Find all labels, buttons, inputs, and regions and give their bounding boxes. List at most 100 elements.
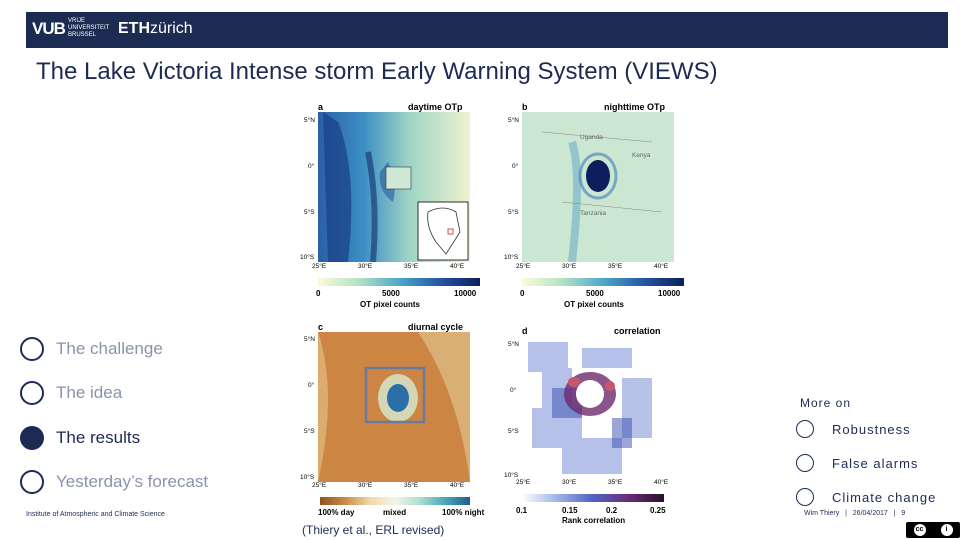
country-label-tanzania: Tanzania bbox=[580, 210, 607, 217]
vub-logo-subtitle: VRIJE UNIVERSITEIT BRUSSEL bbox=[68, 18, 110, 38]
more-item-label: False alarms bbox=[832, 455, 919, 471]
map-panel-c bbox=[318, 332, 470, 482]
lon-tick: 25°E bbox=[312, 263, 327, 270]
colorbar-a bbox=[318, 278, 480, 286]
nav-bullet bbox=[20, 337, 44, 361]
citation: (Thiery et al., ERL revised) bbox=[302, 523, 445, 537]
footer-date: 26/04/2017 bbox=[852, 510, 888, 517]
country-label-uganda: Uganda bbox=[580, 134, 603, 141]
colorbar-tick: 0.25 bbox=[650, 506, 666, 515]
map-panel-b bbox=[522, 112, 674, 262]
colorbar-tick: 0 bbox=[316, 289, 321, 298]
colorbar-tick: 0 bbox=[520, 289, 525, 298]
lat-tick: 0° bbox=[308, 163, 315, 170]
colorbar-tick: 0.15 bbox=[562, 506, 578, 515]
panel-c-title: diurnal cycle bbox=[408, 322, 464, 332]
lat-tick: 5°S bbox=[304, 209, 315, 216]
panel-a-letter: a bbox=[318, 102, 324, 112]
lon-tick: 30°E bbox=[358, 482, 373, 489]
more-on-heading: More on bbox=[800, 396, 852, 410]
colorbar-tick: 10000 bbox=[658, 289, 681, 298]
lat-tick: 5°S bbox=[304, 428, 315, 435]
vub-logo: VUB bbox=[32, 19, 66, 38]
nav-item-idea[interactable]: The idea bbox=[20, 381, 122, 405]
nav-bullet bbox=[20, 381, 44, 405]
colorbar-tick: mixed bbox=[383, 508, 407, 517]
header-notch bbox=[40, 48, 934, 60]
nav-item-label: The results bbox=[56, 428, 141, 447]
lon-tick: 40°E bbox=[654, 479, 669, 486]
panel-a-title: daytime OTp bbox=[408, 102, 463, 112]
lon-tick: 30°E bbox=[562, 479, 577, 486]
lon-tick: 40°E bbox=[450, 263, 465, 270]
more-item-robustness[interactable]: Robustness bbox=[796, 420, 911, 438]
panel-b-letter: b bbox=[522, 102, 528, 112]
lat-tick: 0° bbox=[308, 382, 315, 389]
more-bullet bbox=[796, 420, 814, 438]
more-bullet bbox=[796, 488, 814, 506]
lat-tick: 5°S bbox=[508, 209, 519, 216]
colorbar-c bbox=[320, 497, 470, 505]
eth-logo: ETHzürich bbox=[118, 20, 193, 37]
colorbar-label: OT pixel counts bbox=[360, 300, 421, 309]
header-bar bbox=[26, 12, 948, 48]
colorbar-d bbox=[522, 494, 664, 502]
colorbar-b bbox=[522, 278, 684, 286]
lat-tick: 10°S bbox=[504, 254, 519, 261]
colorbar-tick: 0.1 bbox=[516, 506, 528, 515]
daytime-otp-map bbox=[318, 112, 470, 262]
lon-tick: 35°E bbox=[608, 263, 623, 270]
country-label-kenya: Kenya bbox=[632, 152, 651, 159]
diurnal-cycle-map bbox=[318, 332, 470, 482]
lon-tick: 35°E bbox=[404, 263, 419, 270]
panel-b-title: nighttime OTp bbox=[604, 102, 665, 112]
colorbar-tick: 0.2 bbox=[606, 506, 618, 515]
nav-item-label: Yesterday’s forecast bbox=[56, 472, 209, 491]
correlation-map bbox=[522, 338, 668, 478]
nav-item-challenge[interactable]: The challenge bbox=[20, 337, 163, 361]
panel-c-letter: c bbox=[318, 322, 324, 332]
footer-institute: Institute of Atmospheric and Climate Sci… bbox=[26, 511, 165, 518]
map-panel-a bbox=[318, 112, 470, 262]
colorbar-tick: 10000 bbox=[454, 289, 477, 298]
cc-license-icon: cc i bbox=[906, 522, 960, 538]
lon-tick: 25°E bbox=[312, 482, 327, 489]
lon-tick: 35°E bbox=[608, 479, 623, 486]
nav-item-forecast[interactable]: Yesterday’s forecast bbox=[20, 470, 208, 494]
nav-bullet bbox=[20, 470, 44, 494]
nav-item-results[interactable]: The results bbox=[20, 426, 140, 450]
nav-item-label: The idea bbox=[56, 383, 123, 402]
lat-tick: 5°N bbox=[508, 117, 519, 124]
lon-tick: 35°E bbox=[404, 482, 419, 489]
nav-bullet-active bbox=[20, 426, 44, 450]
lon-tick: 30°E bbox=[562, 263, 577, 270]
slide-title: The Lake Victoria Intense storm Early Wa… bbox=[36, 58, 718, 85]
lon-tick: 25°E bbox=[516, 263, 531, 270]
lat-tick: 10°S bbox=[504, 472, 519, 479]
colorbar-label: OT pixel counts bbox=[564, 300, 625, 309]
lat-tick: 0° bbox=[512, 163, 519, 170]
lat-tick: 10°S bbox=[300, 474, 315, 481]
panel-d-title: correlation bbox=[614, 326, 661, 336]
panel-d-letter: d bbox=[522, 326, 528, 336]
colorbar-tick: 100% day bbox=[318, 508, 355, 517]
footer-separator: | bbox=[893, 510, 896, 517]
lat-tick: 5°S bbox=[508, 428, 519, 435]
lat-tick: 10°S bbox=[300, 254, 315, 261]
footer-page-number: 9 bbox=[901, 510, 906, 517]
more-item-climate-change[interactable]: Climate change bbox=[796, 488, 936, 506]
colorbar-label: Rank correlation bbox=[562, 516, 626, 525]
more-item-false-alarms[interactable]: False alarms bbox=[796, 454, 918, 472]
lon-tick: 40°E bbox=[654, 263, 669, 270]
lat-tick: 5°N bbox=[304, 117, 315, 124]
colorbar-tick: 5000 bbox=[586, 289, 604, 298]
footer-author: Wim Thiery bbox=[804, 510, 840, 517]
lon-tick: 40°E bbox=[450, 482, 465, 489]
nav-item-label: The challenge bbox=[56, 339, 163, 358]
footer-separator: | bbox=[845, 510, 847, 517]
nighttime-otp-map bbox=[522, 112, 674, 262]
lon-tick: 30°E bbox=[358, 263, 373, 270]
lat-tick: 5°N bbox=[508, 341, 519, 348]
more-bullet bbox=[796, 454, 814, 472]
map-panel-d bbox=[522, 338, 668, 478]
